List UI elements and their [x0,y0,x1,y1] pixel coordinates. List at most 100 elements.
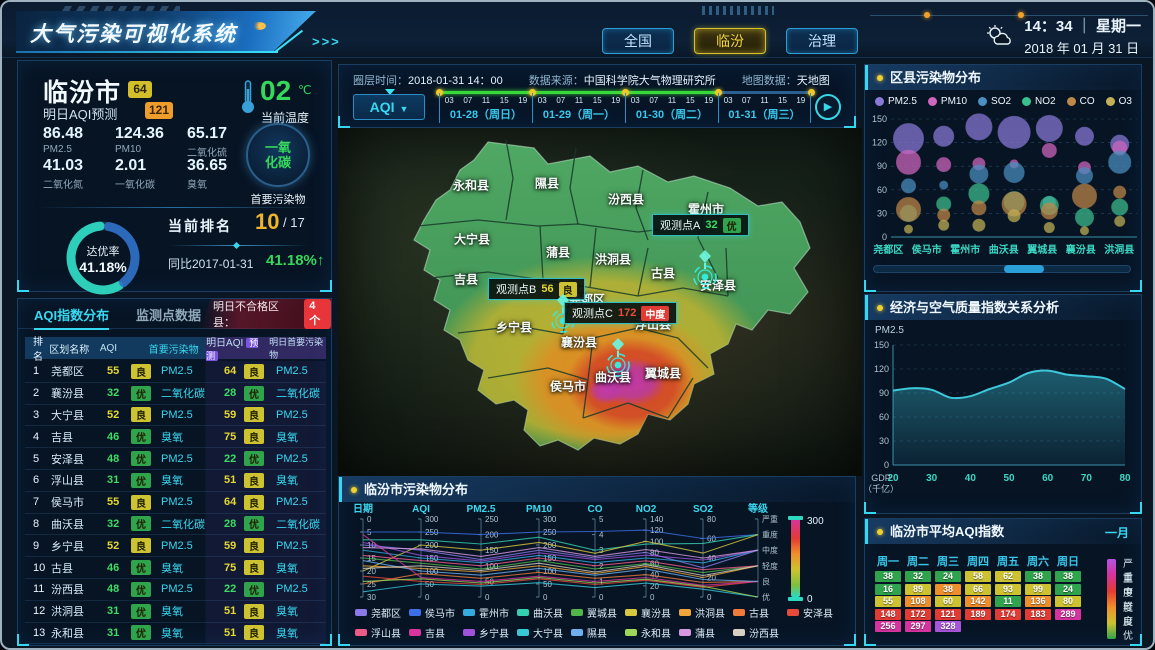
calendar-cell: 24 [1055,583,1081,595]
svg-text:严重: 严重 [762,514,778,524]
svg-text:60: 60 [879,412,889,422]
chevrons-decoration: >>> [312,34,341,49]
legend-item-蒲县[interactable]: 蒲县 [679,625,733,640]
city-overview-panel: 临汾市 64 明日AQI预测 121 02 ℃ 当前温度 86.48 PM2.5 1… [17,60,332,295]
tomorrow-aqi-badge: 121 [145,102,174,119]
legend-item-曲沃县[interactable]: 曲沃县 [517,605,571,620]
observation-tooltip-观测点C[interactable]: 观测点C 172 中度 [564,302,678,324]
svg-text:0: 0 [807,594,813,603]
timeline-info-item: 数据来源：中国科学院大气物理研究所 [528,75,716,87]
svg-text:250: 250 [485,515,499,524]
observation-tooltip-观测点A[interactable]: 观测点A 32 优 [652,214,749,236]
panel-title: 经济与空气质量指数关系分析 [865,295,1141,320]
nav-button-全国[interactable]: 全国 [602,28,674,54]
metric-PM10: 124.36 PM10 [115,125,164,155]
nav-button-治理[interactable]: 治理 [786,28,858,54]
legend-item-翼城县[interactable]: 翼城县 [571,605,625,620]
metric-臭氧: 36.65 臭氧 [187,157,228,191]
x-label-洪洞县: 洪洞县 [1104,245,1135,256]
legend-item-大宁县[interactable]: 大宁县 [517,625,571,640]
app-logo [16,11,316,51]
svg-text:3: 3 [599,546,604,555]
svg-text:70: 70 [1081,473,1093,484]
svg-text:0: 0 [485,593,490,602]
legend-item-PM10[interactable]: PM10 [927,96,967,107]
legend-item-尧都区[interactable]: 尧都区 [355,605,409,620]
legend-item-侯马市[interactable]: 侯马市 [409,605,463,620]
legend-item-CO[interactable]: CO [1066,96,1095,107]
scrollbar-thumb[interactable] [1004,265,1044,273]
metric-dropdown[interactable]: AQI ▼ [353,94,425,120]
nav-button-临汾[interactable]: 临汾 [694,28,766,54]
calendar-cell: 297 [905,621,931,633]
legend-item-永和县[interactable]: 永和县 [625,625,679,640]
rank-total: / 17 [283,215,305,230]
panel-title: 区县污染物分布 [865,65,1141,90]
legend-item-O3[interactable]: O3 [1105,96,1132,107]
district-label-安泽县: 安泽县 [699,278,737,293]
district-label-侯马市: 侯马市 [549,379,587,394]
timeline-day[interactable]: 03 07 11 15 19 01-30（周二） [625,93,718,123]
legend-item-吉县[interactable]: 吉县 [409,625,463,640]
calendar-cell: 11 [995,596,1021,608]
timeline-days[interactable]: 03 07 11 15 19 01-28（周日） 03 07 11 15 19 01-29（周一） 03… [439,93,811,123]
tab-aqi-distribution[interactable]: AQI指数分布 [34,305,110,330]
table-row: 13 永和县 31 优臭氧 51 良臭氧 [25,622,326,645]
tab-monitoring-points[interactable]: 监测点数据 [136,308,202,323]
legend-item-古县[interactable]: 古县 [733,605,787,620]
divider [168,245,308,246]
legend-item-洪洞县[interactable]: 洪洞县 [679,605,733,620]
timeline-day[interactable]: 03 07 11 15 19 01-29（周一） [532,93,625,123]
table-row: 8 曲沃县 32 优二氧化碳 28 优二氧化碳 [25,513,326,536]
table-row: 2 襄汾县 32 优二氧化碳 28 优二氧化碳 [25,382,326,405]
observation-tooltip-观测点B[interactable]: 观测点B 56 良 [488,278,585,300]
level-label-重度: 重度 [1123,573,1133,600]
dropdown-pointer [385,89,395,100]
legend-item-霍州市[interactable]: 霍州市 [463,605,517,620]
x-label-翼城县: 翼城县 [1027,245,1058,256]
timeline-info-item: 地图数据：天地图 [741,75,830,87]
crosshair-marker[interactable] [600,336,636,378]
weekday-周一: 周一 [877,556,899,568]
svg-text:300: 300 [807,516,824,527]
calendar-cell: 148 [875,608,901,620]
play-button[interactable]: ▶ [815,94,841,120]
deco-line [870,15,1148,16]
svg-text:100: 100 [485,562,499,571]
legend-item-襄汾县[interactable]: 襄汾县 [625,605,679,620]
region-map[interactable]: 永和县 隰县 汾西县 霍州市 大宁县 蒲县 洪洞县 古县 安泽县 吉县 尧都区 乡宁县 襄汾县 浮山县 曲沃… [338,128,862,476]
legend-item-PM2.5[interactable]: PM2.5 [875,96,917,107]
timeline-day[interactable]: 03 07 11 15 19 01-31（周三） [718,93,811,123]
table-row: 6 浮山县 31 优臭氧 51 良臭氧 [25,470,326,492]
timeline-dot [808,89,815,96]
svg-text:300: 300 [425,515,439,524]
col-name: 区划名称 [49,344,90,356]
svg-text:4: 4 [599,531,604,540]
crosshair-marker[interactable] [687,248,723,290]
comet-icon [252,22,266,30]
svg-text:30: 30 [926,473,938,484]
table-row: 3 大宁县 52 良 PM2.5 59 良 PM2.5 [25,404,326,427]
table-row: 5 安泽县 48 优 PM2.5 22 优 PM2.5 [25,448,326,470]
legend-item-浮山县[interactable]: 浮山县 [355,625,409,640]
timeline-dot [715,89,722,96]
legend-item-汾西县[interactable]: 汾西县 [733,625,787,640]
calendar-cell: 183 [1025,608,1051,620]
yoy-value: 41.18%↑ [266,252,325,269]
district-label-汾西县: 汾西县 [607,192,645,207]
rank-label: 当前排名 [168,218,232,234]
chevron-down-icon: ▼ [399,104,409,114]
date-text: 2018 年 01 月 31 日 [1024,41,1140,56]
legend-item-NO2[interactable]: NO2 [1022,96,1056,107]
legend-item-安泽县[interactable]: 安泽县 [787,605,841,620]
col-tomorrow-pollutant: 明日首要污染物 [269,337,324,360]
tomorrow-aqi-label: 明日AQI预测 [43,107,118,122]
svg-text:20: 20 [367,567,376,576]
svg-text:0: 0 [707,593,712,602]
legend-item-乡宁县[interactable]: 乡宁县 [463,625,517,640]
timeline-day[interactable]: 03 07 11 15 19 01-28（周日） [439,93,532,123]
table-row: 7 侯马市 55 良 PM2.5 64 良 PM2.5 [25,491,326,514]
calendar-cell: 93 [995,583,1021,595]
legend-item-SO2[interactable]: SO2 [978,96,1011,107]
legend-item-隰县[interactable]: 隰县 [571,625,625,640]
